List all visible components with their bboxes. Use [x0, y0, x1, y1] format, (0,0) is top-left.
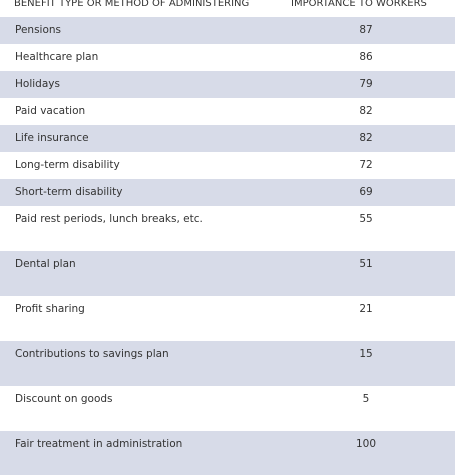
row-value: 21	[359, 303, 373, 315]
row-label: Dental plan	[15, 258, 76, 270]
table-header: BENEFIT TYPE OR METHOD OF ADMINISTERING …	[0, 0, 455, 12]
table-row: Paid rest periods, lunch breaks, etc. 55	[0, 206, 455, 251]
row-value: 15	[359, 348, 373, 360]
row-label: Paid vacation	[15, 105, 86, 117]
table-row: Paid vacation 82	[0, 98, 455, 125]
header-importance: IMPORTANCE TO WORKERS	[291, 0, 427, 9]
table-row: Healthcare plan 86	[0, 44, 455, 71]
row-label: Discount on goods	[15, 393, 113, 405]
row-value: 100	[355, 438, 377, 450]
table-row: Discount on goods 5	[0, 386, 455, 431]
row-label: Holidays	[15, 78, 60, 90]
row-value: 69	[359, 186, 373, 198]
table-row: Dental plan 51	[0, 251, 455, 296]
row-value: 72	[359, 159, 373, 171]
table-row: Profit sharing 21	[0, 296, 455, 341]
row-label: Long-term disability	[15, 159, 120, 171]
row-label: Paid rest periods, lunch breaks, etc.	[15, 213, 203, 225]
row-value: 82	[359, 132, 373, 144]
row-value: 87	[359, 24, 373, 36]
row-value: 5	[362, 393, 370, 405]
row-label: Life insurance	[15, 132, 89, 144]
table-row: Life insurance 82	[0, 125, 455, 152]
row-label: Pensions	[15, 24, 62, 36]
row-label: Contributions to savings plan	[15, 348, 169, 360]
row-value: 82	[359, 105, 373, 117]
row-label: Fair treatment in administration	[15, 438, 183, 450]
row-label: Healthcare plan	[15, 51, 99, 63]
header-benefit-type: BENEFIT TYPE OR METHOD OF ADMINISTERING	[14, 0, 250, 9]
row-value: 86	[359, 51, 373, 63]
table-row: Pensions 87	[0, 17, 455, 44]
table-row: Long-term disability 72	[0, 152, 455, 179]
table-row: Holidays 79	[0, 71, 455, 98]
row-value: 79	[359, 78, 373, 90]
row-label: Short-term disability	[15, 186, 123, 198]
row-value: 55	[359, 213, 373, 225]
row-label: Profit sharing	[15, 303, 85, 315]
table-row: Fair treatment in administration 100	[0, 431, 455, 475]
row-value: 51	[359, 258, 373, 270]
table-row: Short-term disability 69	[0, 179, 455, 206]
table-row: Contributions to savings plan 15	[0, 341, 455, 386]
